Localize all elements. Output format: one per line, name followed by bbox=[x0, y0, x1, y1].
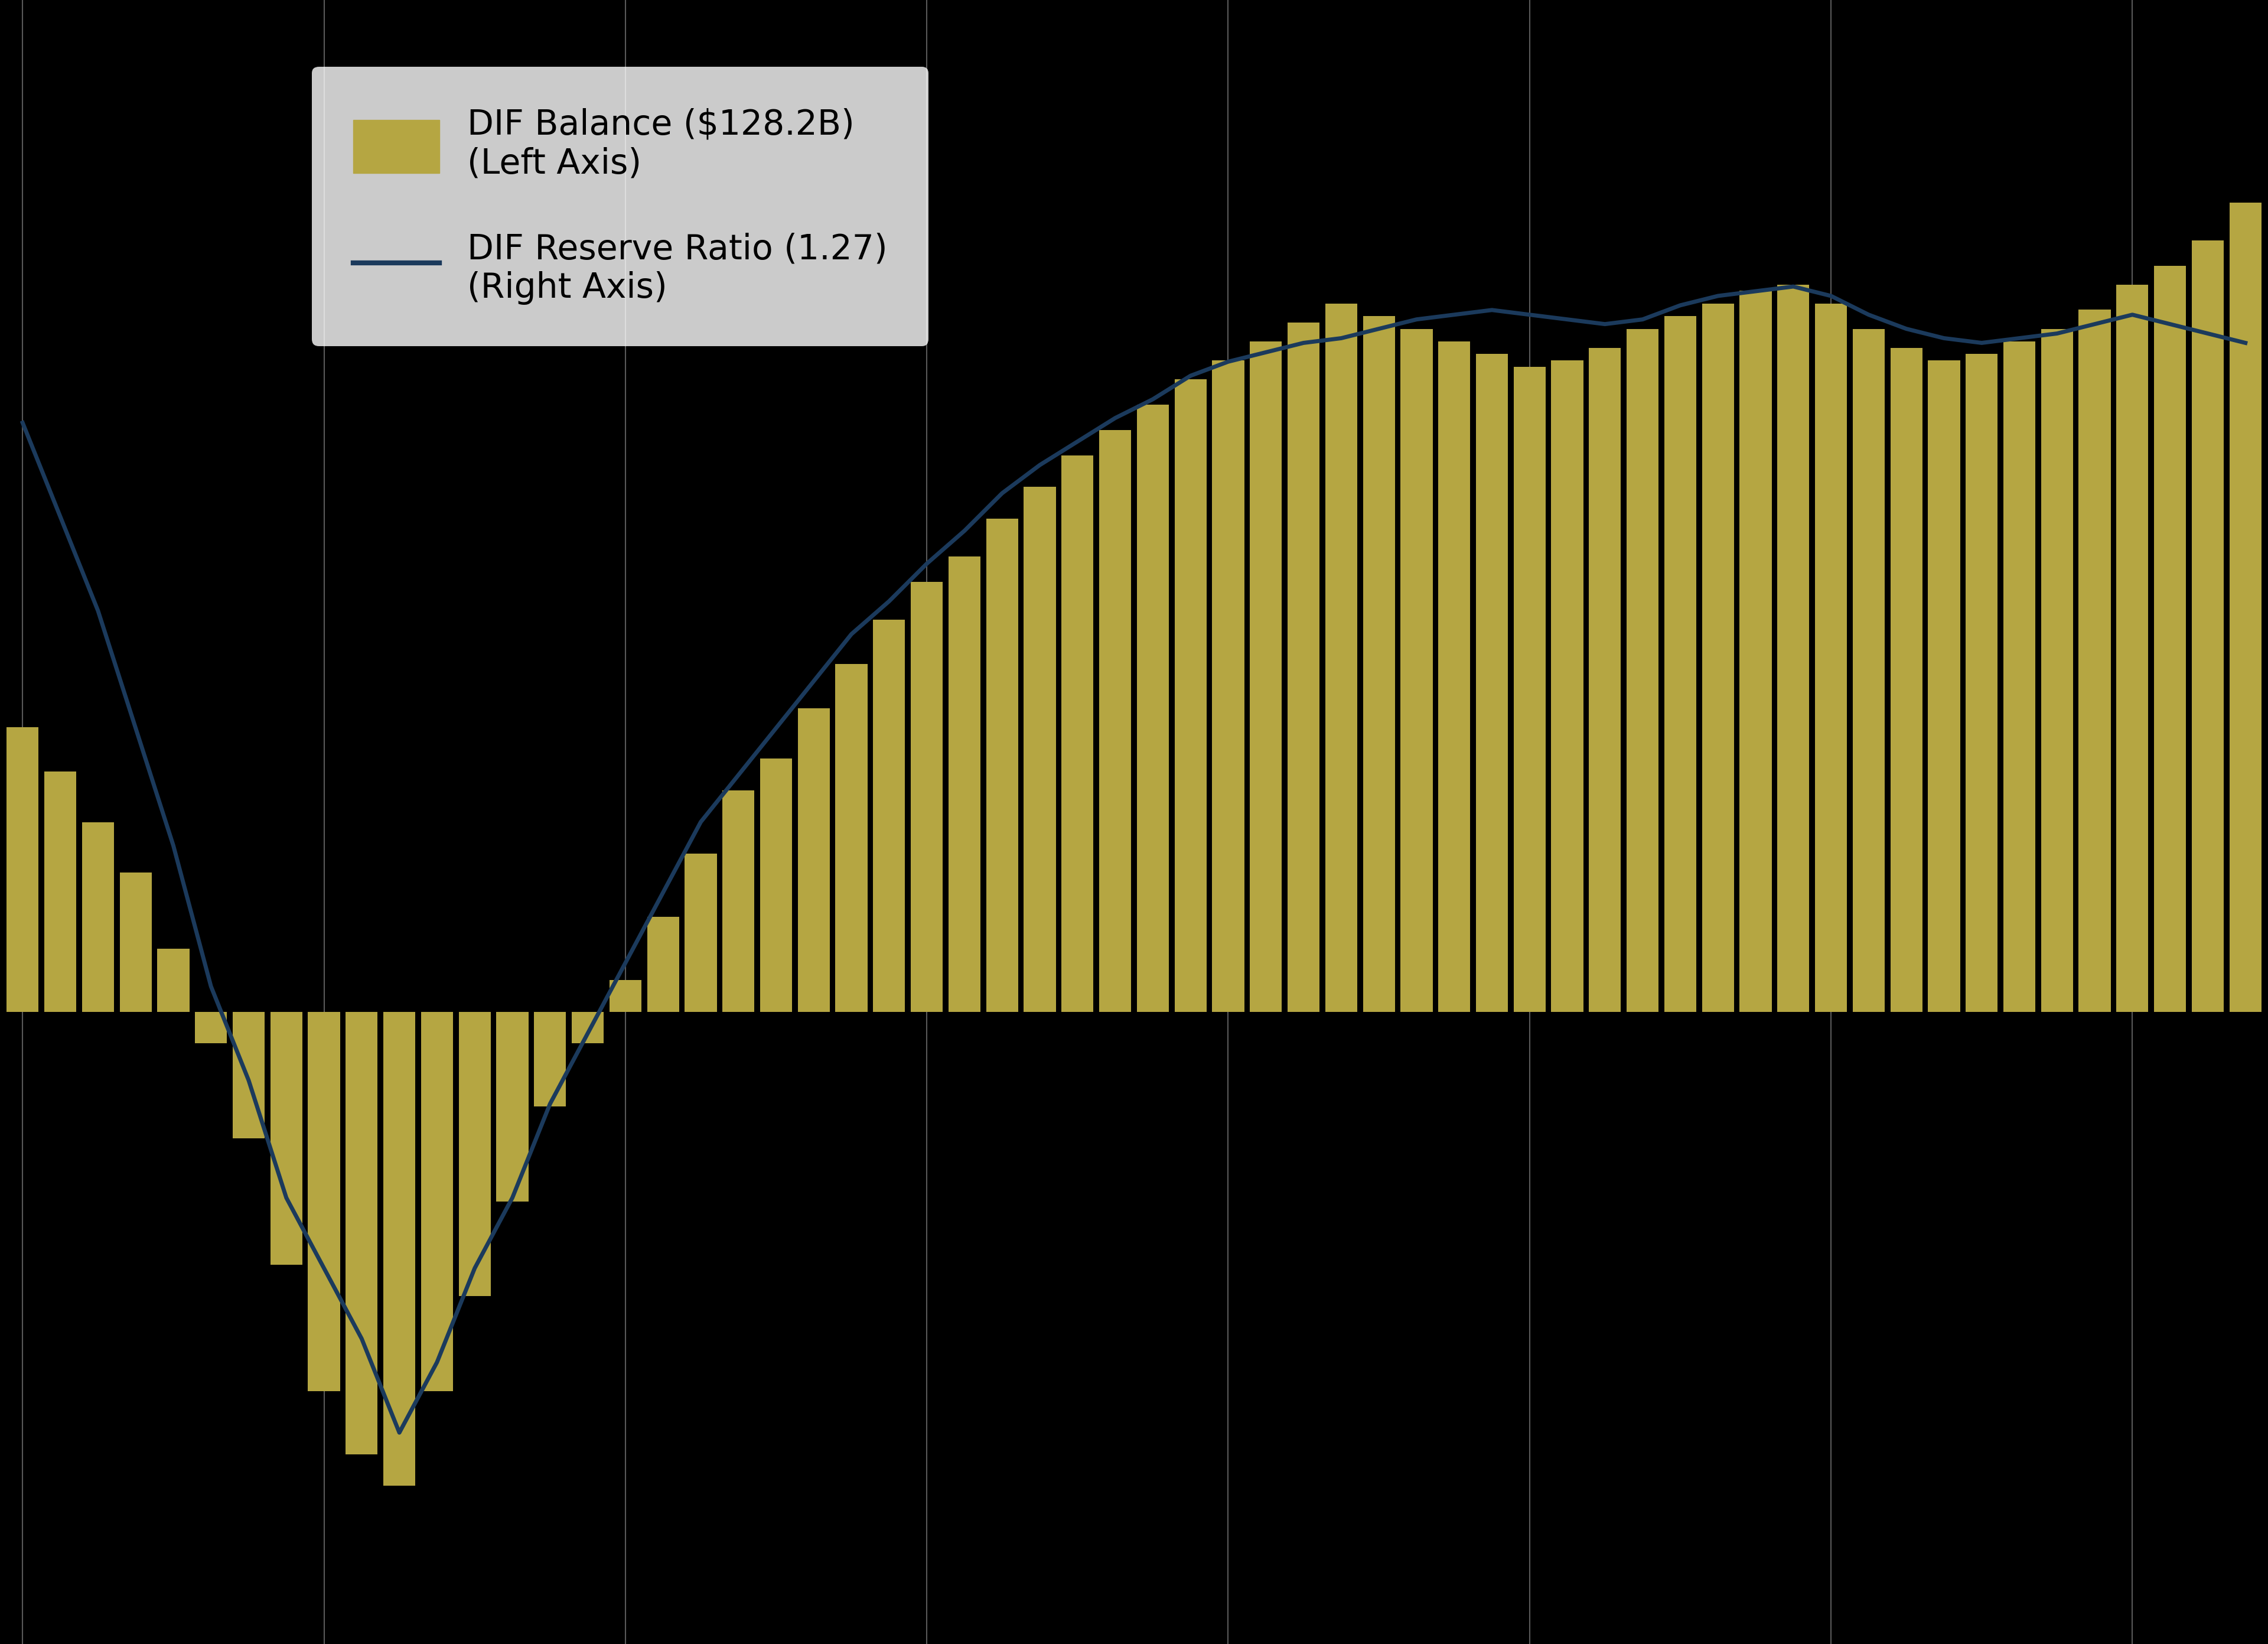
Bar bbox=[1889, 349, 1923, 1011]
Bar bbox=[2116, 284, 2148, 1011]
Bar bbox=[1853, 329, 1885, 1011]
Bar bbox=[798, 709, 830, 1011]
Bar bbox=[383, 1011, 415, 1486]
Bar bbox=[422, 1011, 454, 1391]
Bar bbox=[1100, 431, 1132, 1011]
Bar bbox=[987, 518, 1018, 1011]
Bar bbox=[82, 822, 113, 1011]
Bar bbox=[2003, 342, 2034, 1011]
Bar bbox=[533, 1011, 567, 1106]
Bar bbox=[45, 771, 77, 1011]
Bar bbox=[195, 1011, 227, 1044]
Bar bbox=[873, 620, 905, 1011]
Bar bbox=[2229, 202, 2261, 1011]
Bar bbox=[1211, 360, 1245, 1011]
Bar bbox=[572, 1011, 603, 1044]
Bar bbox=[1325, 304, 1356, 1011]
Bar bbox=[345, 1011, 379, 1455]
Bar bbox=[458, 1011, 490, 1295]
Bar bbox=[835, 664, 866, 1011]
Bar bbox=[1363, 316, 1395, 1011]
Bar bbox=[1288, 322, 1320, 1011]
Bar bbox=[120, 873, 152, 1011]
Bar bbox=[497, 1011, 528, 1202]
Bar bbox=[1023, 487, 1057, 1011]
Bar bbox=[1061, 455, 1093, 1011]
Bar bbox=[1513, 367, 1545, 1011]
Bar bbox=[948, 556, 980, 1011]
Bar bbox=[685, 853, 717, 1011]
Bar bbox=[2041, 329, 2073, 1011]
Bar bbox=[760, 760, 792, 1011]
Bar bbox=[610, 980, 642, 1011]
Bar bbox=[1966, 353, 1998, 1011]
Bar bbox=[2191, 240, 2223, 1011]
Bar bbox=[1402, 329, 1433, 1011]
Bar bbox=[156, 949, 188, 1011]
Bar bbox=[2155, 266, 2186, 1011]
Bar bbox=[1551, 360, 1583, 1011]
Bar bbox=[1740, 291, 1771, 1011]
Bar bbox=[308, 1011, 340, 1391]
Bar bbox=[912, 582, 943, 1011]
Bar bbox=[234, 1011, 265, 1138]
Bar bbox=[1928, 360, 1960, 1011]
Legend: DIF Balance ($128.2B)
(Left Axis), DIF Reserve Ratio (1.27)
(Right Axis): DIF Balance ($128.2B) (Left Axis), DIF R… bbox=[313, 66, 930, 347]
Bar bbox=[1701, 304, 1735, 1011]
Bar bbox=[2080, 309, 2112, 1011]
Bar bbox=[723, 791, 755, 1011]
Bar bbox=[1590, 349, 1622, 1011]
Bar bbox=[7, 727, 39, 1011]
Bar bbox=[270, 1011, 302, 1264]
Bar bbox=[1175, 380, 1207, 1011]
Bar bbox=[1438, 342, 1470, 1011]
Bar bbox=[1476, 353, 1508, 1011]
Bar bbox=[646, 917, 678, 1011]
Bar bbox=[1778, 284, 1810, 1011]
Bar bbox=[1626, 329, 1658, 1011]
Bar bbox=[1814, 304, 1846, 1011]
Bar bbox=[1250, 342, 1281, 1011]
Bar bbox=[1665, 316, 1696, 1011]
Bar bbox=[1136, 404, 1168, 1011]
